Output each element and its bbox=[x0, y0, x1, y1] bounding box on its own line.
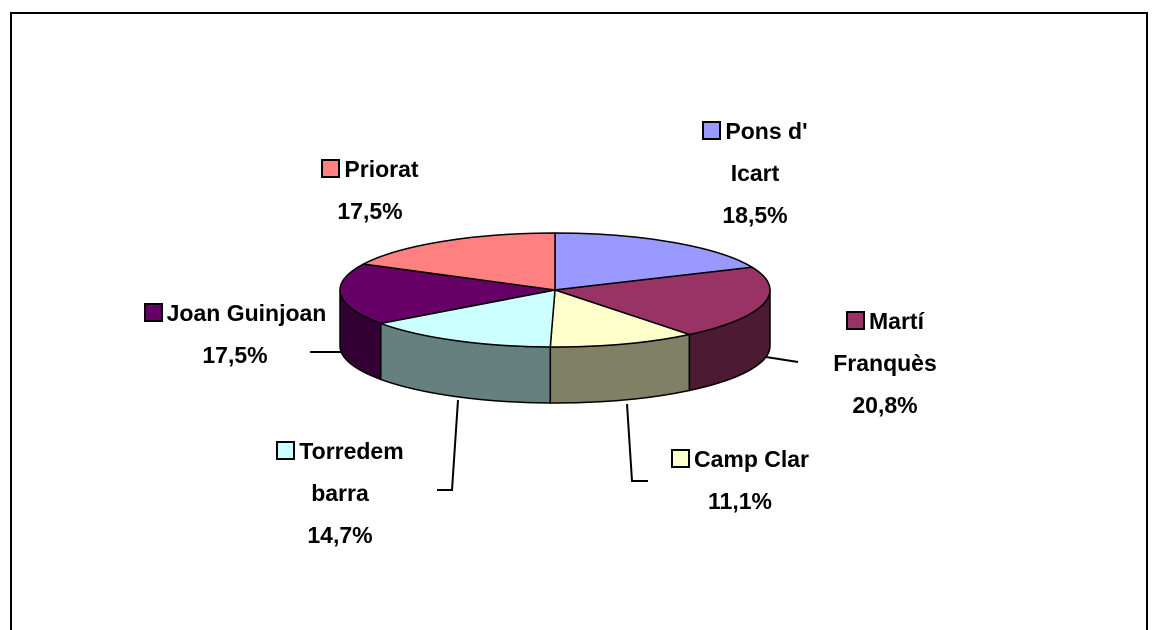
slice bbox=[339, 263, 556, 325]
leader-line bbox=[437, 399, 459, 491]
legend-key bbox=[670, 449, 690, 468]
legend-key bbox=[276, 441, 296, 460]
category-name: Priorat bbox=[344, 156, 419, 182]
value-label: 11,1% bbox=[708, 488, 772, 514]
legend-key bbox=[846, 311, 866, 330]
legend-key bbox=[143, 303, 163, 322]
category-name: Pons d' Icart bbox=[725, 118, 808, 186]
slice bbox=[554, 266, 771, 336]
value-label: 20,8% bbox=[852, 392, 918, 418]
legend-key bbox=[702, 121, 722, 140]
value-label: 14,7% bbox=[307, 522, 373, 548]
leader-line bbox=[765, 356, 799, 363]
data-label: Joan Guinjoan 17,5% bbox=[130, 292, 340, 376]
slice bbox=[361, 232, 556, 291]
chart-border bbox=[10, 12, 1148, 630]
value-label: 17,5% bbox=[337, 198, 403, 224]
category-name: Martí Franquès bbox=[833, 308, 937, 376]
pie bbox=[339, 232, 771, 404]
category-name: Joan Guinjoan bbox=[166, 300, 327, 326]
category-name: Torredem barra bbox=[299, 438, 404, 506]
slice bbox=[377, 289, 556, 348]
data-label: Martí Franquès 20,8% bbox=[800, 300, 970, 426]
value-label: 17,5% bbox=[202, 342, 268, 368]
data-label: Pons d' Icart 18,5% bbox=[680, 110, 830, 236]
leader-line bbox=[626, 403, 648, 482]
leader-lines bbox=[310, 351, 799, 491]
data-label: Priorat 17,5% bbox=[290, 148, 450, 232]
slice bbox=[549, 288, 693, 348]
category-name: Camp Clar bbox=[693, 446, 810, 472]
value-label: 18,5% bbox=[722, 202, 788, 228]
slice bbox=[554, 232, 755, 291]
data-label: Camp Clar 11,1% bbox=[640, 438, 840, 522]
data-label: Torredem barra 14,7% bbox=[245, 430, 435, 556]
legend-key bbox=[321, 159, 341, 178]
